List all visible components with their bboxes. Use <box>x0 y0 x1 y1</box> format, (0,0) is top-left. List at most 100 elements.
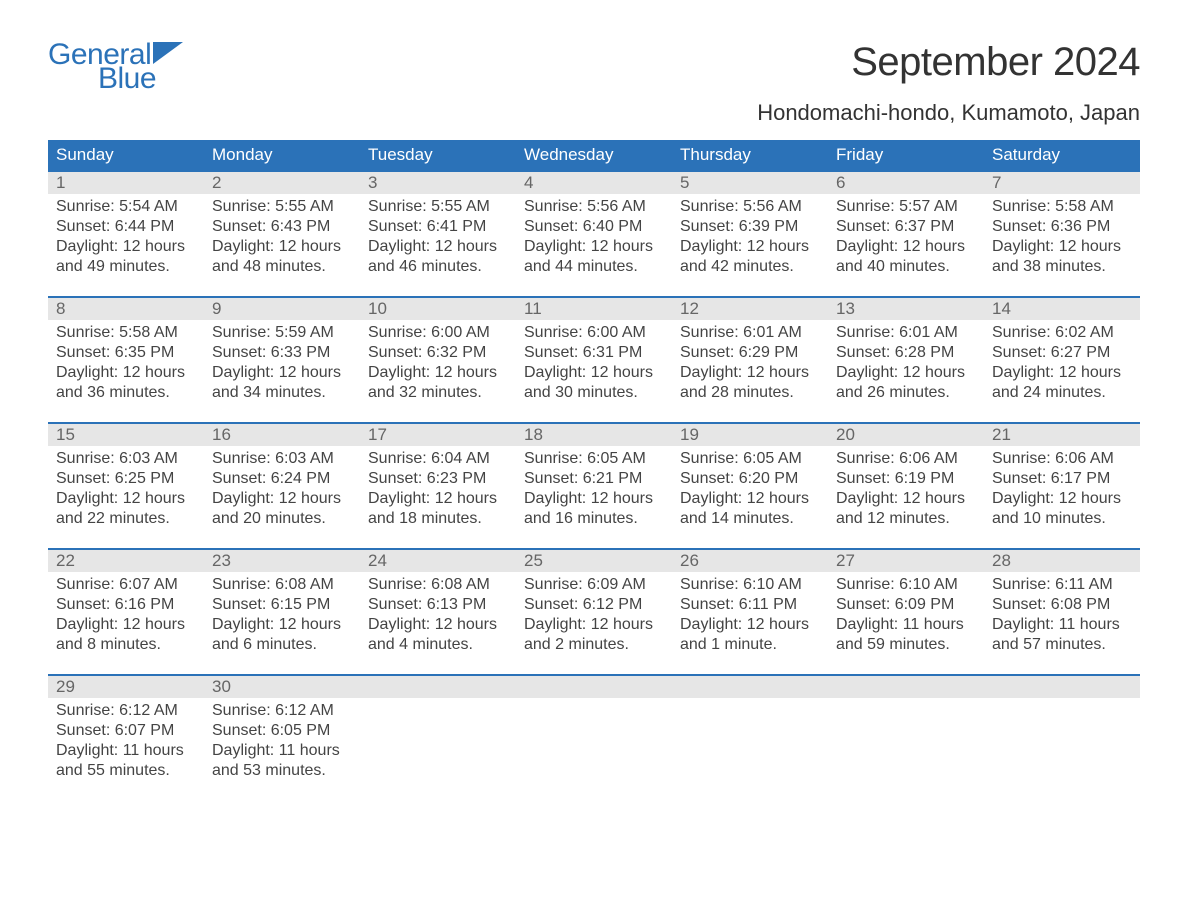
day-number: 15 <box>48 424 204 446</box>
day-cell: 24Sunrise: 6:08 AMSunset: 6:13 PMDayligh… <box>360 550 516 660</box>
sunset-text: Sunset: 6:28 PM <box>836 343 978 363</box>
day-cell <box>828 676 984 786</box>
sunset-text: Sunset: 6:16 PM <box>56 595 198 615</box>
daylight-text: Daylight: 12 hours <box>836 489 978 509</box>
day-cell: 17Sunrise: 6:04 AMSunset: 6:23 PMDayligh… <box>360 424 516 534</box>
sunset-text: Sunset: 6:40 PM <box>524 217 666 237</box>
day-number: 22 <box>48 550 204 572</box>
day-body: Sunrise: 6:05 AMSunset: 6:21 PMDaylight:… <box>516 446 672 532</box>
sunrise-text: Sunrise: 5:58 AM <box>992 197 1134 217</box>
day-body: Sunrise: 6:02 AMSunset: 6:27 PMDaylight:… <box>984 320 1140 406</box>
week-row: 22Sunrise: 6:07 AMSunset: 6:16 PMDayligh… <box>48 548 1140 660</box>
daylight-text: and 26 minutes. <box>836 383 978 403</box>
day-body: Sunrise: 6:05 AMSunset: 6:20 PMDaylight:… <box>672 446 828 532</box>
day-cell <box>516 676 672 786</box>
day-cell: 27Sunrise: 6:10 AMSunset: 6:09 PMDayligh… <box>828 550 984 660</box>
day-cell: 7 Sunrise: 5:58 AMSunset: 6:36 PMDaylight… <box>984 172 1140 282</box>
day-cell: 5Sunrise: 5:56 AMSunset: 6:39 PMDaylight… <box>672 172 828 282</box>
day-cell <box>360 676 516 786</box>
day-number <box>984 676 1140 698</box>
day-body: Sunrise: 6:01 AMSunset: 6:29 PMDaylight:… <box>672 320 828 406</box>
daylight-text: Daylight: 11 hours <box>992 615 1134 635</box>
sunset-text: Sunset: 6:17 PM <box>992 469 1134 489</box>
daylight-text: and 49 minutes. <box>56 257 198 277</box>
sunset-text: Sunset: 6:11 PM <box>680 595 822 615</box>
day-cell: 23Sunrise: 6:08 AMSunset: 6:15 PMDayligh… <box>204 550 360 660</box>
day-body: Sunrise: 6:00 AMSunset: 6:32 PMDaylight:… <box>360 320 516 406</box>
day-body: Sunrise: 5:56 AMSunset: 6:40 PMDaylight:… <box>516 194 672 280</box>
day-cell: 9Sunrise: 5:59 AMSunset: 6:33 PMDaylight… <box>204 298 360 408</box>
daylight-text: Daylight: 12 hours <box>992 237 1134 257</box>
weekday-header-row: Sunday Monday Tuesday Wednesday Thursday… <box>48 140 1140 170</box>
daylight-text: and 1 minute. <box>680 635 822 655</box>
daylight-text: and 12 minutes. <box>836 509 978 529</box>
day-number: 24 <box>360 550 516 572</box>
sunset-text: Sunset: 6:07 PM <box>56 721 198 741</box>
day-number: 8 <box>48 298 204 320</box>
day-cell: 10Sunrise: 6:00 AMSunset: 6:32 PMDayligh… <box>360 298 516 408</box>
sunrise-text: Sunrise: 6:07 AM <box>56 575 198 595</box>
sunrise-text: Sunrise: 5:56 AM <box>680 197 822 217</box>
daylight-text: Daylight: 12 hours <box>524 237 666 257</box>
day-cell: 19Sunrise: 6:05 AMSunset: 6:20 PMDayligh… <box>672 424 828 534</box>
day-body: Sunrise: 5:54 AMSunset: 6:44 PMDaylight:… <box>48 194 204 280</box>
daylight-text: and 20 minutes. <box>212 509 354 529</box>
daylight-text: and 48 minutes. <box>212 257 354 277</box>
sunset-text: Sunset: 6:33 PM <box>212 343 354 363</box>
daylight-text: and 59 minutes. <box>836 635 978 655</box>
day-body: Sunrise: 6:04 AMSunset: 6:23 PMDaylight:… <box>360 446 516 532</box>
day-body: Sunrise: 6:08 AMSunset: 6:15 PMDaylight:… <box>204 572 360 658</box>
day-cell: 4Sunrise: 5:56 AMSunset: 6:40 PMDaylight… <box>516 172 672 282</box>
sunset-text: Sunset: 6:20 PM <box>680 469 822 489</box>
day-number: 21 <box>984 424 1140 446</box>
sunset-text: Sunset: 6:13 PM <box>368 595 510 615</box>
day-number: 28 <box>984 550 1140 572</box>
daylight-text: Daylight: 12 hours <box>56 615 198 635</box>
week-row: 15 Sunrise: 6:03 AMSunset: 6:25 PM Dayligh… <box>48 422 1140 534</box>
sunrise-text: Sunrise: 6:10 AM <box>836 575 978 595</box>
daylight-text: and 30 minutes. <box>524 383 666 403</box>
sunset-text: Sunset: 6:36 PM <box>992 217 1134 237</box>
day-body: Sunrise: 5:59 AMSunset: 6:33 PMDaylight:… <box>204 320 360 406</box>
day-cell: 21Sunrise: 6:06 AMSunset: 6:17 PMDayligh… <box>984 424 1140 534</box>
day-body: Sunrise: 6:00 AMSunset: 6:31 PMDaylight:… <box>516 320 672 406</box>
day-number: 1 <box>48 172 204 194</box>
sunset-text: Sunset: 6:08 PM <box>992 595 1134 615</box>
daylight-text: Daylight: 12 hours <box>680 363 822 383</box>
daylight-text: and 18 minutes. <box>368 509 510 529</box>
week-row: 29Sunrise: 6:12 AMSunset: 6:07 PMDayligh… <box>48 674 1140 786</box>
sunrise-text: Sunrise: 6:03 AM <box>56 449 198 469</box>
daylight-text: and 4 minutes. <box>368 635 510 655</box>
day-number: 3 <box>360 172 516 194</box>
day-number: 27 <box>828 550 984 572</box>
daylight-text: Daylight: 11 hours <box>212 741 354 761</box>
day-number: 7 <box>984 172 1140 194</box>
daylight-text: and 16 minutes. <box>524 509 666 529</box>
day-number: 19 <box>672 424 828 446</box>
sunrise-text: Sunrise: 5:56 AM <box>524 197 666 217</box>
sunrise-text: Sunrise: 6:04 AM <box>368 449 510 469</box>
daylight-text: Daylight: 12 hours <box>212 615 354 635</box>
day-body: Sunrise: 5:56 AMSunset: 6:39 PMDaylight:… <box>672 194 828 280</box>
day-cell: 15Sunrise: 6:03 AMSunset: 6:25 PMDayligh… <box>48 424 204 534</box>
sunrise-text: Sunrise: 6:10 AM <box>680 575 822 595</box>
sunset-text: Sunset: 6:44 PM <box>56 217 198 237</box>
daylight-text: Daylight: 12 hours <box>368 489 510 509</box>
day-number: 2 <box>204 172 360 194</box>
daylight-text: and 28 minutes. <box>680 383 822 403</box>
daylight-text: and 22 minutes. <box>56 509 198 529</box>
sunrise-text: Sunrise: 6:06 AM <box>992 449 1134 469</box>
header-row-top: General Blue September 2024 <box>48 40 1140 94</box>
brand-word2: Blue <box>98 64 183 94</box>
weekday-header: Sunday <box>48 140 204 170</box>
daylight-text: and 42 minutes. <box>680 257 822 277</box>
daylight-text: Daylight: 12 hours <box>680 489 822 509</box>
sunrise-text: Sunrise: 6:09 AM <box>524 575 666 595</box>
sunset-text: Sunset: 6:25 PM <box>56 469 198 489</box>
weekday-header: Thursday <box>672 140 828 170</box>
daylight-text: Daylight: 12 hours <box>524 615 666 635</box>
day-body: Sunrise: 6:07 AMSunset: 6:16 PMDaylight:… <box>48 572 204 658</box>
sunrise-text: Sunrise: 6:08 AM <box>212 575 354 595</box>
sunrise-text: Sunrise: 6:11 AM <box>992 575 1134 595</box>
daylight-text: and 44 minutes. <box>524 257 666 277</box>
